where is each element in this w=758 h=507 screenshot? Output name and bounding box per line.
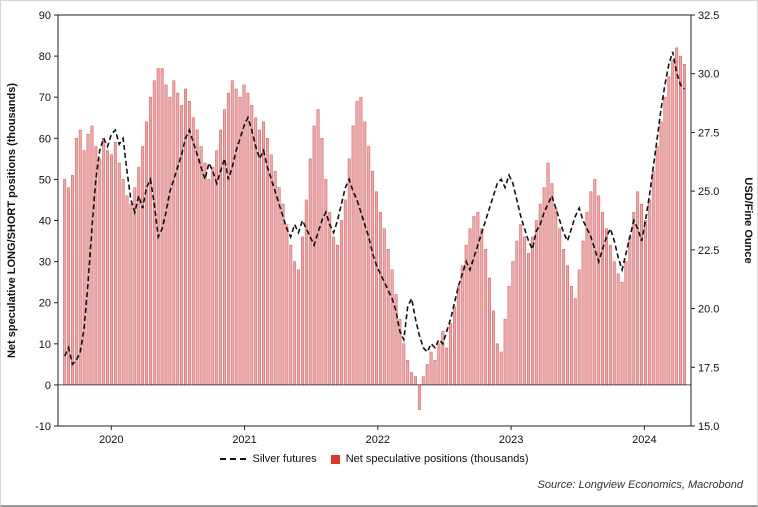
chart-canvas: 90 80 70 60 50 40 30 20 10 0 -10 Net speculative LO… <box>6 10 754 446</box>
svg-text:80: 80 <box>39 51 51 63</box>
svg-text:30: 30 <box>39 257 51 269</box>
red-square-marker-icon <box>330 454 340 464</box>
svg-text:40: 40 <box>39 216 51 228</box>
right-axis: 32.5 30.0 27.5 25.0 22.5 20.0 17.5 15.0 USD/Fine… <box>691 10 754 433</box>
svg-text:20: 20 <box>39 298 51 310</box>
silver-futures-line <box>63 51 685 366</box>
svg-text:15.0: 15.0 <box>698 421 719 433</box>
right-axis-title: USD/Fine Ounce <box>742 177 754 263</box>
svg-text:2020: 2020 <box>99 434 123 446</box>
source-note: Source: Longview Economics, Macrobond <box>537 479 743 491</box>
svg-text:2021: 2021 <box>232 434 256 446</box>
svg-text:32.5: 32.5 <box>698 10 719 22</box>
left-axis-title: Net speculative LONG/SHORT positions (th… <box>6 83 18 358</box>
svg-text:2022: 2022 <box>366 434 390 446</box>
svg-text:0: 0 <box>45 380 51 392</box>
legend-label-silver-futures: Silver futures <box>252 453 317 465</box>
svg-text:60: 60 <box>39 133 51 145</box>
svg-text:2024: 2024 <box>632 434 656 446</box>
legend: Silver futures Net speculative positions… <box>58 453 691 465</box>
svg-text:-10: -10 <box>35 421 51 433</box>
svg-text:20.0: 20.0 <box>698 304 719 316</box>
svg-text:70: 70 <box>39 92 51 104</box>
legend-item-silver-futures: Silver futures <box>220 453 317 465</box>
bars-series <box>63 47 686 410</box>
svg-text:50: 50 <box>39 174 51 186</box>
svg-text:17.5: 17.5 <box>698 362 719 374</box>
svg-text:10: 10 <box>39 339 51 351</box>
svg-text:2023: 2023 <box>499 434 523 446</box>
dashed-line-marker-icon <box>220 458 247 460</box>
svg-text:90: 90 <box>39 10 51 22</box>
svg-text:22.5: 22.5 <box>698 245 719 257</box>
svg-text:27.5: 27.5 <box>698 127 719 139</box>
x-axis: 2020 2021 2022 2023 2024 <box>99 426 657 446</box>
legend-label-net-positions: Net speculative positions (thousands) <box>345 453 529 465</box>
left-axis: 90 80 70 60 50 40 30 20 10 0 -10 Net speculative LO… <box>6 10 58 433</box>
legend-item-net-positions: Net speculative positions (thousands) <box>330 453 529 465</box>
svg-text:30.0: 30.0 <box>698 69 719 81</box>
svg-text:25.0: 25.0 <box>698 186 719 198</box>
